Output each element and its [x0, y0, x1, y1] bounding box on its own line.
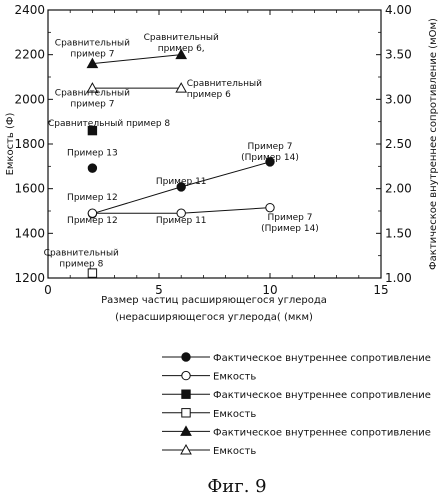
- legend-marker: [182, 353, 190, 361]
- y-right-tick-label: 1.00: [385, 271, 412, 285]
- legend-label: Фактическое внутреннее сопротивление: [213, 353, 431, 364]
- annotation-label: Пример 11: [156, 177, 207, 187]
- annotation-label: Сравнительный: [144, 33, 219, 43]
- legend-marker: [182, 390, 190, 398]
- x-axis-title: Размер частиц расширяющегося углерода: [101, 295, 327, 306]
- annotation-label: Сравнительный пример 8: [48, 119, 170, 129]
- y-left-tick-label: 1400: [14, 226, 45, 240]
- data-point-series-6-0: [88, 164, 96, 172]
- y-right-tick-label: 4.00: [385, 3, 412, 17]
- x-tick-label: 15: [373, 283, 388, 297]
- legend-marker: [182, 409, 190, 417]
- legend-label: Фактическое внутреннее сопротивление: [213, 427, 431, 438]
- data-point-series-3-0: [88, 269, 96, 277]
- annotation-label: пример 6,: [158, 44, 205, 54]
- y-left-axis-title: Емкость (Ф): [5, 112, 16, 175]
- annotation-label: Пример 12: [67, 216, 118, 226]
- legend-item: Фактическое внутреннее сопротивление: [162, 353, 431, 364]
- x-tick-label: 0: [44, 283, 52, 297]
- y-right-axis-title: Фактическое внутреннее сопротивление (мО…: [428, 18, 439, 270]
- y-right-tick-label: 2.50: [385, 137, 412, 151]
- annotation-label: Пример 7: [248, 142, 293, 152]
- y-left-tick-label: 1200: [14, 271, 45, 285]
- legend-item: Емкость: [162, 371, 256, 382]
- annotation-label: пример 8: [59, 260, 103, 270]
- figure-caption: Фиг. 9: [207, 476, 266, 497]
- annotation-label: Сравнительный: [44, 249, 119, 259]
- annotation-label: Сравнительный: [55, 88, 130, 98]
- y-right-tick-label: 3.50: [385, 48, 412, 62]
- legend-label: Емкость: [213, 446, 256, 457]
- legend-item: Емкость: [162, 409, 256, 420]
- y-left-tick-label: 1800: [14, 137, 45, 151]
- annotation-label: Сравнительный: [55, 39, 130, 49]
- y-right-tick-label: 2.00: [385, 182, 412, 196]
- annotation-label: пример 7: [70, 99, 114, 109]
- annotation-label: Пример 7: [267, 213, 312, 223]
- annotation-label: Пример 11: [156, 216, 207, 226]
- annotation-label: пример 7: [70, 50, 114, 60]
- x-axis-title: (нерасширяющегося углерода( (мкм): [115, 312, 313, 323]
- legend-item: Фактическое внутреннее сопротивление: [162, 426, 431, 438]
- annotation-label: (Пример 14): [261, 224, 319, 234]
- legend-label: Фактическое внутреннее сопротивление: [213, 390, 431, 401]
- y-right-tick-label: 3.00: [385, 92, 412, 106]
- annotation-label: Пример 12: [67, 193, 118, 203]
- legend-marker: [182, 371, 190, 379]
- legend-label: Емкость: [213, 409, 256, 420]
- annotation-label: Пример 13: [67, 149, 118, 159]
- legend-item: Емкость: [162, 445, 256, 457]
- y-left-tick-label: 2000: [14, 92, 45, 106]
- y-right-tick-label: 1.50: [385, 226, 412, 240]
- annotation-label: Сравнительный: [187, 79, 262, 89]
- annotation-label: (Пример 14): [241, 153, 299, 163]
- y-left-tick-label: 2400: [14, 3, 45, 17]
- data-point-series-1-2: [266, 203, 274, 211]
- y-left-tick-label: 1600: [14, 182, 45, 196]
- legend-label: Емкость: [213, 372, 256, 383]
- annotation-label: пример 6: [187, 90, 231, 100]
- y-left-tick-label: 2200: [14, 48, 45, 62]
- legend-item: Фактическое внутреннее сопротивление: [162, 390, 431, 401]
